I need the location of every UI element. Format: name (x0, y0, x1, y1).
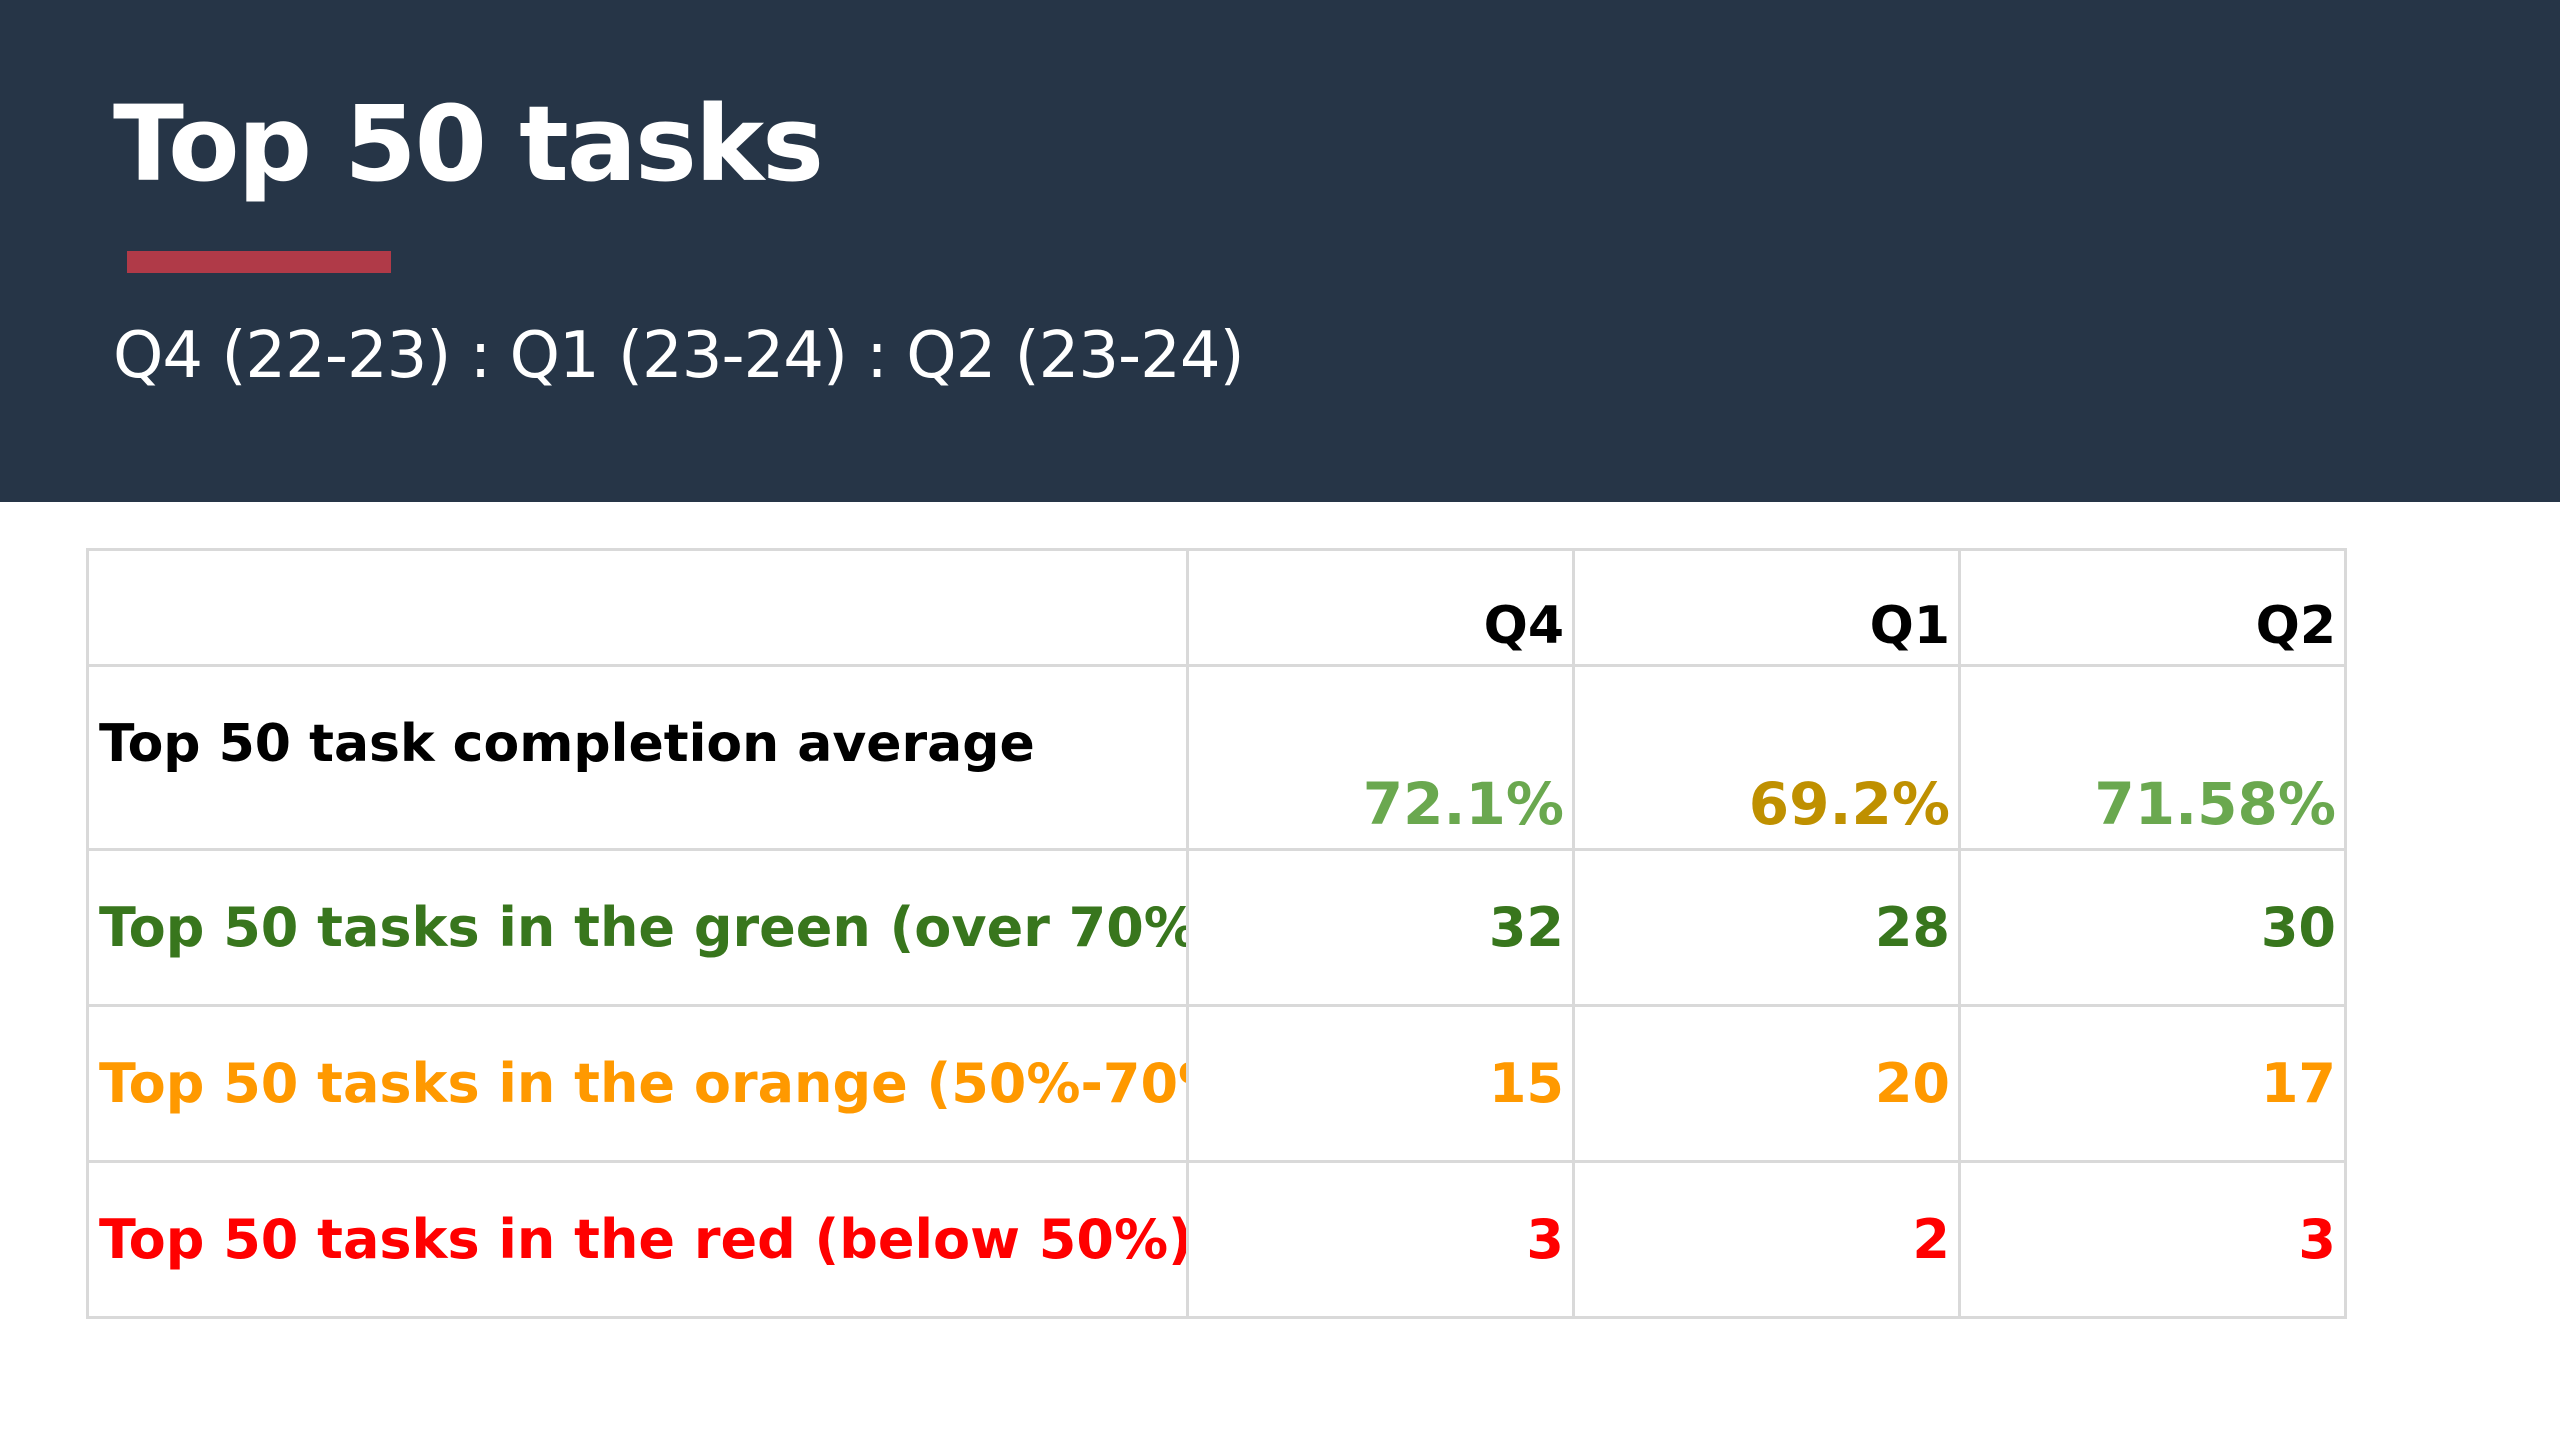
table-row-green: Top 50 tasks in the green (over 70%) 32 … (86, 848, 2347, 1007)
table-header-row: Q4 Q1 Q2 (86, 548, 2347, 667)
page-title: Top 50 tasks (113, 83, 824, 205)
title-accent-bar (127, 251, 391, 273)
cell-q4: 32 (1186, 848, 1575, 1007)
column-header-q4: Q4 (1186, 548, 1575, 667)
table-row-completion-average: Top 50 task completion average 72.1% 69.… (86, 664, 2347, 851)
cell-q1: 2 (1572, 1160, 1961, 1319)
cell-q2: 3 (1958, 1160, 2347, 1319)
cell-q1: 69.2% (1572, 664, 1961, 851)
cell-q1: 28 (1572, 848, 1961, 1007)
cell-q2: 71.58% (1958, 664, 2347, 851)
column-header-q2: Q2 (1958, 548, 2347, 667)
cell-q1: 20 (1572, 1004, 1961, 1163)
row-label: Top 50 tasks in the orange (50%-70%) (86, 1004, 1189, 1163)
row-label: Top 50 tasks in the green (over 70%) (86, 848, 1189, 1007)
cell-q2: 17 (1958, 1004, 2347, 1163)
table-row-orange: Top 50 tasks in the orange (50%-70%) 15 … (86, 1004, 2347, 1163)
row-label: Top 50 task completion average (86, 664, 1189, 851)
page-subtitle: Q4 (22-23) : Q1 (23-24) : Q2 (23-24) (113, 319, 1245, 393)
title-banner: Top 50 tasks Q4 (22-23) : Q1 (23-24) : Q… (0, 0, 2560, 502)
quarterly-stats-table: Q4 Q1 Q2 Top 50 task completion average … (86, 548, 2347, 1319)
cell-q4: 72.1% (1186, 664, 1575, 851)
table-row-red: Top 50 tasks in the red (below 50%) 3 2 … (86, 1160, 2347, 1319)
header-empty-cell (86, 548, 1189, 667)
cell-q4: 15 (1186, 1004, 1575, 1163)
column-header-q1: Q1 (1572, 548, 1961, 667)
cell-q4: 3 (1186, 1160, 1575, 1319)
row-label: Top 50 tasks in the red (below 50%) (86, 1160, 1189, 1319)
cell-q2: 30 (1958, 848, 2347, 1007)
